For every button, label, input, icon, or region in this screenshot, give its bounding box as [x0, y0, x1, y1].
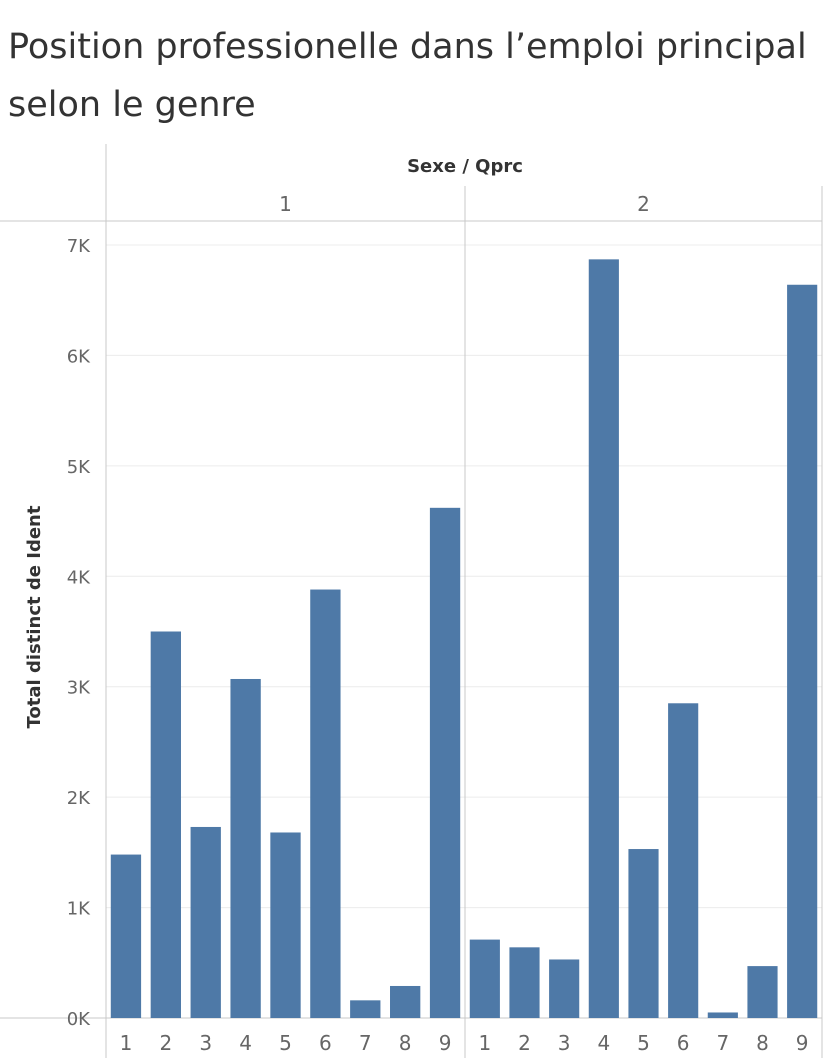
y-tick-label: 6K — [67, 346, 91, 367]
x-tick-label: 4 — [597, 1031, 610, 1055]
y-tick-label: 7K — [67, 236, 91, 257]
x-tick-label: 2 — [159, 1031, 172, 1055]
y-axis-label: Total distinct de Ident — [24, 505, 45, 728]
y-tick-label: 1K — [67, 899, 91, 920]
facet-title: Sexe / Qprc — [407, 156, 523, 177]
x-tick-label: 7 — [716, 1031, 729, 1055]
y-tick-label: 2K — [67, 788, 91, 809]
bar — [588, 259, 619, 1018]
x-tick-label: 9 — [439, 1031, 452, 1055]
bar — [549, 959, 580, 1018]
y-tick-label: 3K — [67, 678, 91, 699]
bar — [310, 589, 341, 1018]
chart-title: Position professionelle dans l’emploi pr… — [8, 27, 807, 125]
bar — [429, 507, 461, 1018]
bar — [509, 947, 540, 1018]
bar — [270, 832, 301, 1018]
bar — [230, 678, 261, 1018]
bar — [707, 1012, 738, 1018]
x-tick-label: 2 — [518, 1031, 531, 1055]
bar — [190, 826, 221, 1018]
x-tick-label: 9 — [796, 1031, 809, 1055]
bar — [787, 284, 818, 1018]
bar — [150, 631, 181, 1018]
bar — [668, 703, 699, 1018]
bar — [747, 966, 778, 1018]
bars — [110, 259, 818, 1018]
x-tick-label: 6 — [319, 1031, 332, 1055]
x-tick-label: 4 — [239, 1031, 252, 1055]
x-tick-label: 5 — [279, 1031, 292, 1055]
x-tick-label: 8 — [399, 1031, 412, 1055]
gridlines — [106, 244, 822, 909]
y-tick-label: 5K — [67, 457, 91, 478]
bar — [110, 854, 142, 1018]
x-tick-label: 6 — [677, 1031, 690, 1055]
x-tick-label: 8 — [756, 1031, 769, 1055]
y-tick-label: 4K — [67, 567, 91, 588]
bar — [390, 985, 421, 1018]
x-tick-label: 5 — [637, 1031, 650, 1055]
bar — [350, 1000, 381, 1018]
x-axis-ticks: 1 2 3 4 5 6 7 8 9 1 2 3 4 5 6 7 8 9 — [120, 1031, 809, 1055]
bar — [628, 849, 659, 1018]
pane-label: 2 — [637, 192, 650, 216]
y-axis-ticks: 0K 1K 2K 3K 4K 5K 6K 7K — [67, 236, 91, 1030]
x-tick-label: 1 — [478, 1031, 491, 1055]
pane-label: 1 — [279, 192, 292, 216]
bar — [469, 939, 500, 1018]
x-tick-label: 7 — [359, 1031, 372, 1055]
x-tick-label: 1 — [120, 1031, 133, 1055]
x-tick-label: 3 — [558, 1031, 571, 1055]
x-tick-label: 3 — [199, 1031, 212, 1055]
y-tick-label: 0K — [67, 1009, 91, 1030]
